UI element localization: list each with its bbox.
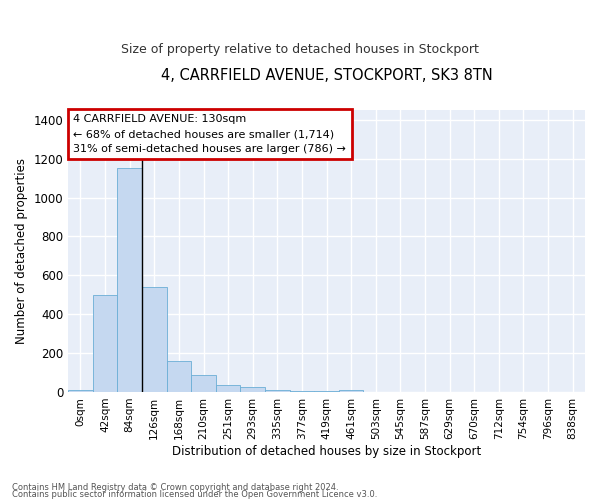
Title: 4, CARRFIELD AVENUE, STOCKPORT, SK3 8TN: 4, CARRFIELD AVENUE, STOCKPORT, SK3 8TN — [161, 68, 493, 82]
Bar — [68, 390, 93, 392]
X-axis label: Distribution of detached houses by size in Stockport: Distribution of detached houses by size … — [172, 444, 481, 458]
Y-axis label: Number of detached properties: Number of detached properties — [15, 158, 28, 344]
Text: Contains public sector information licensed under the Open Government Licence v3: Contains public sector information licen… — [12, 490, 377, 499]
Bar — [93, 295, 118, 392]
Bar — [314, 391, 339, 392]
Bar — [167, 361, 191, 392]
Bar — [290, 391, 314, 392]
Bar — [118, 168, 142, 392]
Text: Contains HM Land Registry data © Crown copyright and database right 2024.: Contains HM Land Registry data © Crown c… — [12, 484, 338, 492]
Bar — [241, 387, 265, 392]
Bar — [216, 385, 241, 392]
Bar — [265, 390, 290, 392]
Text: Size of property relative to detached houses in Stockport: Size of property relative to detached ho… — [121, 42, 479, 56]
Bar — [142, 287, 167, 392]
Bar — [191, 376, 216, 392]
Text: 4 CARRFIELD AVENUE: 130sqm
← 68% of detached houses are smaller (1,714)
31% of s: 4 CARRFIELD AVENUE: 130sqm ← 68% of deta… — [73, 114, 346, 154]
Bar — [339, 390, 364, 392]
